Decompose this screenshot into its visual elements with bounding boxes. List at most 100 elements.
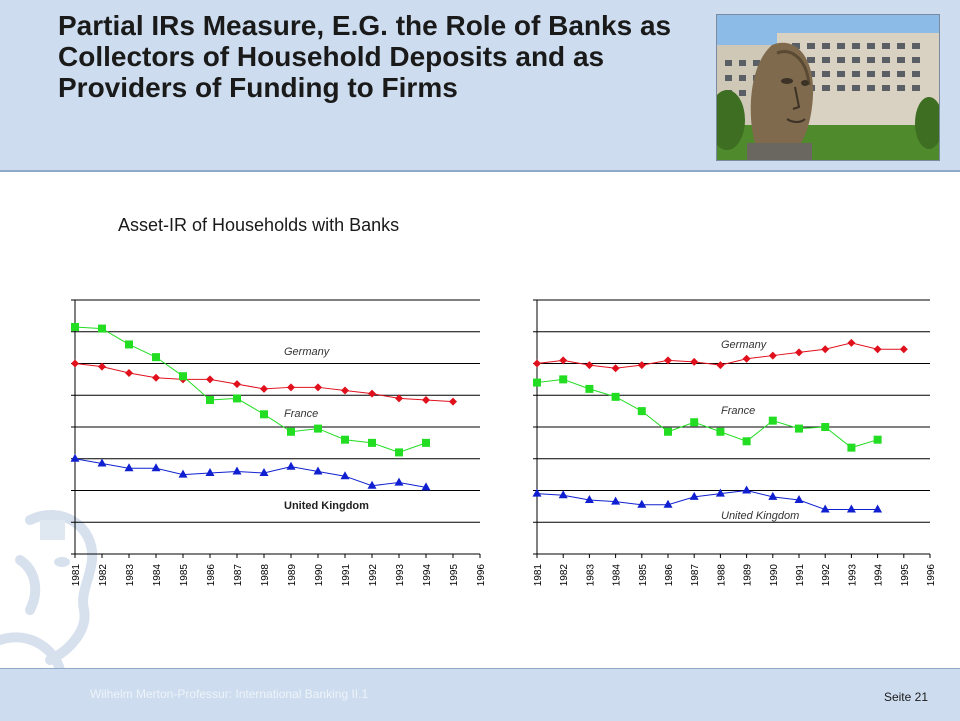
x-tick-label: 1990 (769, 564, 780, 587)
data-point (70, 453, 80, 462)
chart-axes (533, 299, 931, 558)
data-point (206, 375, 214, 384)
data-point (690, 357, 699, 366)
data-point (368, 438, 376, 447)
data-point (611, 364, 620, 373)
page-number: Seite 21 (883, 690, 928, 704)
campus-building-with-head-sculpture-icon (717, 15, 939, 160)
chart-x-tick-labels: 1981 1982 1983 1984 1985 1986 1987 1988 1989 1990… (71, 564, 487, 587)
series-label-france: France (721, 405, 755, 417)
x-tick-label: 1981 (71, 564, 82, 587)
data-point (663, 499, 673, 508)
data-point (689, 491, 699, 500)
right-line-chart: 1981 1982 1983 1984 1985 1986 1987 1988 1989 1990… (532, 299, 937, 587)
x-tick-label: 1989 (743, 564, 754, 587)
data-point (715, 488, 725, 497)
x-tick-label: 1992 (821, 564, 832, 587)
data-point (664, 427, 672, 436)
data-point (768, 351, 777, 360)
data-point (716, 361, 725, 370)
data-point (742, 437, 751, 446)
data-point (260, 410, 268, 419)
x-tick-label: 1982 (98, 564, 109, 587)
data-point (205, 468, 215, 477)
data-point (847, 338, 856, 347)
data-point (558, 490, 568, 499)
data-point (559, 356, 568, 365)
data-point (340, 471, 350, 480)
series-united-kingdom (70, 453, 431, 491)
data-point (97, 458, 107, 467)
faded-profile-portrait-icon (0, 510, 98, 670)
series-label-france: France (284, 408, 318, 420)
x-tick-label: 1984 (612, 564, 623, 587)
series-united-kingdom (532, 485, 883, 513)
data-point (368, 389, 376, 398)
data-point (664, 356, 672, 365)
data-point (716, 427, 725, 436)
x-tick-label: 1990 (314, 564, 325, 587)
series-line-united-kingdom (536, 489, 878, 511)
data-point (98, 324, 106, 333)
campus-photo (716, 14, 940, 161)
data-point (394, 477, 404, 486)
x-tick-label: 1993 (395, 564, 406, 587)
data-point (637, 361, 646, 370)
chart-x-tick-labels: 1981 1982 1983 1984 1985 1986 1987 1988 1989 1990… (533, 564, 937, 587)
data-point (287, 383, 295, 392)
data-point (367, 480, 377, 489)
data-point (152, 353, 160, 362)
data-point (286, 461, 296, 470)
x-tick-label: 1991 (341, 564, 352, 587)
left-line-chart: 1981 1982 1983 1984 1985 1986 1987 1988 1989 1990… (70, 299, 487, 587)
x-tick-label: 1994 (422, 564, 433, 587)
data-point (742, 485, 752, 494)
data-point (71, 359, 79, 368)
data-point (533, 378, 541, 387)
x-tick-label: 1991 (795, 564, 806, 587)
data-point (152, 373, 160, 382)
x-tick-label: 1987 (233, 564, 244, 587)
x-tick-label: 1982 (559, 564, 570, 587)
data-point (795, 348, 803, 357)
data-point (179, 372, 187, 381)
data-point (125, 340, 133, 349)
x-tick-label: 1996 (926, 564, 937, 587)
x-tick-label: 1992 (368, 564, 379, 587)
data-point (637, 499, 647, 508)
x-tick-label: 1986 (664, 564, 675, 587)
chart-series (532, 338, 908, 513)
series-label-germany: Germany (284, 346, 331, 358)
data-point (637, 407, 646, 416)
slide-title: Partial IRs Measure, E.G. the Role of Ba… (58, 10, 672, 103)
x-tick-label: 1985 (638, 564, 649, 587)
data-point (899, 345, 908, 354)
chart-subtitle: Asset-IR of Households with Banks (118, 215, 400, 235)
x-tick-label: 1985 (179, 564, 190, 587)
data-point (260, 384, 268, 393)
x-tick-label: 1981 (533, 564, 544, 587)
data-point (742, 354, 751, 363)
data-point (846, 504, 856, 513)
data-point (820, 504, 830, 513)
data-point (873, 345, 882, 354)
x-tick-label: 1988 (260, 564, 271, 587)
data-point (71, 322, 79, 331)
data-point (314, 424, 322, 433)
data-point (532, 488, 542, 497)
x-tick-label: 1986 (206, 564, 217, 587)
data-point (585, 361, 594, 370)
data-point (449, 397, 457, 406)
x-tick-label: 1994 (874, 564, 885, 587)
data-point (584, 495, 594, 504)
data-point (794, 495, 804, 504)
data-point (341, 386, 349, 395)
data-point (125, 369, 133, 378)
x-tick-label: 1995 (449, 564, 460, 587)
x-tick-label: 1983 (125, 564, 136, 587)
data-point (585, 384, 594, 393)
data-point (341, 435, 349, 444)
series-line-germany (74, 363, 454, 403)
chart-series (70, 322, 457, 491)
chart-axes (71, 299, 481, 558)
